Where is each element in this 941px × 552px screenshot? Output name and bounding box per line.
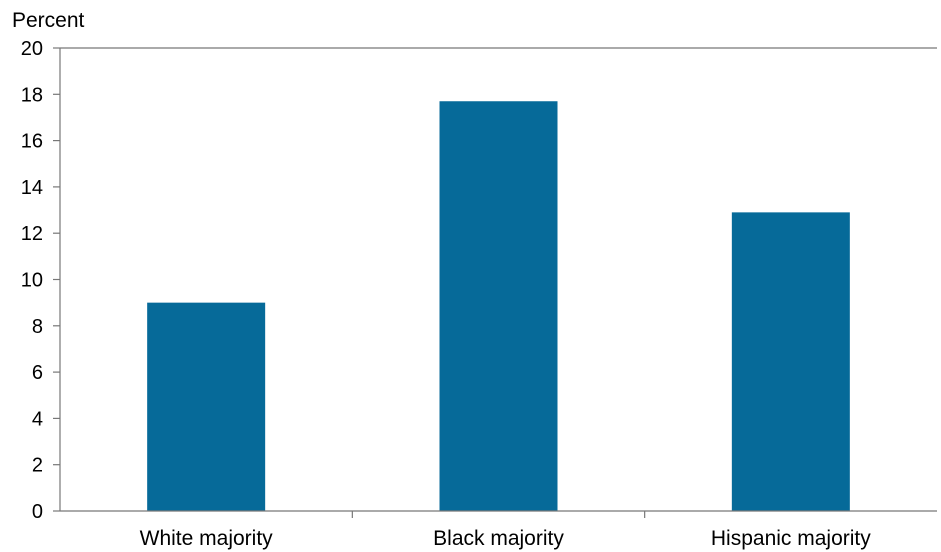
x-category-label: White majority (140, 527, 274, 550)
y-tick-label: 0 (32, 501, 43, 523)
y-tick-label: 4 (32, 408, 43, 430)
y-tick-label: 12 (21, 223, 43, 245)
y-tick-label: 20 (21, 38, 43, 60)
x-category-label: Black majority (433, 527, 564, 550)
x-axis-categories: White majority Black majority Hispanic maj… (140, 527, 872, 550)
x-category-label: Hispanic majority (711, 527, 871, 550)
bars (147, 101, 850, 512)
y-tick-label: 6 (32, 362, 43, 384)
y-tick-label: 8 (32, 316, 43, 338)
y-tick-label: 18 (21, 84, 43, 106)
axes (59, 47, 937, 518)
y-axis-unit-label: Percent (12, 9, 85, 32)
y-tick-label: 2 (32, 455, 43, 477)
y-axis-ticks: 0 2 4 6 8 10 12 14 16 18 20 (21, 38, 60, 523)
y-tick-label: 16 (21, 131, 43, 153)
bar-hispanic-majority (731, 212, 850, 512)
bar-white-majority (147, 302, 266, 511)
bar-black-majority (439, 101, 558, 512)
y-tick-label: 10 (21, 270, 43, 292)
y-tick-label: 14 (21, 177, 43, 199)
